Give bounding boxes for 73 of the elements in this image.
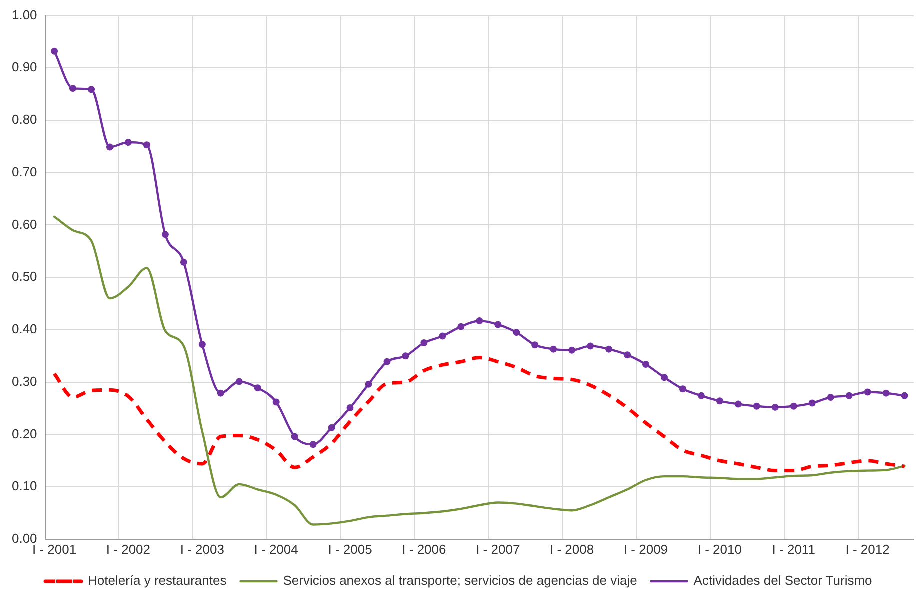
legend-label: Actividades del Sector Turismo bbox=[694, 573, 872, 588]
point bbox=[532, 342, 539, 349]
point bbox=[365, 380, 372, 388]
point bbox=[217, 390, 224, 397]
point bbox=[346, 404, 354, 412]
point bbox=[606, 346, 613, 353]
y-tick-label: 0.20 bbox=[12, 426, 38, 442]
legend-label: Hotelería y restaurantes bbox=[88, 573, 228, 588]
point bbox=[753, 402, 760, 410]
point bbox=[494, 321, 502, 328]
point bbox=[808, 400, 816, 407]
y-tick-label: 0.10 bbox=[12, 478, 38, 494]
x-tick-label: I - 2007 bbox=[476, 542, 520, 557]
point bbox=[143, 142, 150, 149]
point bbox=[846, 392, 853, 400]
point bbox=[328, 424, 336, 432]
legend-label: Servicios anexos al transporte; servicios de agencias de viaje bbox=[283, 573, 638, 588]
point bbox=[734, 400, 742, 408]
point bbox=[51, 48, 58, 55]
point bbox=[679, 386, 686, 393]
point bbox=[550, 346, 558, 353]
point bbox=[624, 352, 632, 359]
point bbox=[642, 361, 650, 368]
point bbox=[476, 318, 484, 325]
x-tick-label: I - 2004 bbox=[254, 542, 298, 557]
point bbox=[568, 346, 576, 354]
point bbox=[124, 139, 132, 146]
point bbox=[384, 358, 391, 366]
point bbox=[70, 85, 77, 92]
x-tick-label: I - 2005 bbox=[328, 542, 372, 557]
point bbox=[901, 392, 908, 400]
point bbox=[236, 378, 243, 386]
y-tick-label: 0.90 bbox=[12, 60, 38, 75]
point bbox=[864, 388, 872, 396]
point bbox=[827, 394, 834, 402]
x-tick-label: I - 2002 bbox=[106, 542, 151, 557]
point bbox=[402, 352, 410, 360]
point bbox=[716, 398, 724, 405]
point bbox=[513, 329, 520, 336]
point bbox=[587, 342, 594, 350]
point bbox=[420, 340, 428, 347]
point bbox=[254, 384, 262, 392]
x-tick-label: I - 2009 bbox=[624, 542, 668, 557]
point bbox=[180, 258, 188, 266]
x-tick-label: I - 2012 bbox=[846, 542, 890, 557]
y-tick-label: 0.30 bbox=[12, 374, 38, 389]
x-tick-label: I - 2010 bbox=[698, 542, 742, 557]
point bbox=[291, 433, 298, 440]
point bbox=[310, 441, 317, 448]
x-tick-label: I - 2011 bbox=[772, 542, 816, 557]
y-tick-label: 0.80 bbox=[12, 112, 38, 128]
y-tick-label: 0.70 bbox=[12, 164, 38, 180]
y-tick-label: 0.40 bbox=[12, 322, 38, 337]
point bbox=[660, 374, 668, 382]
y-tick-label: 0.60 bbox=[12, 216, 38, 232]
point bbox=[790, 402, 798, 410]
line-series bbox=[53, 216, 906, 526]
point bbox=[458, 323, 465, 330]
point bbox=[698, 392, 705, 400]
point bbox=[106, 144, 114, 151]
x-tick-label: I - 2008 bbox=[550, 542, 594, 557]
line-series bbox=[52, 356, 907, 473]
point bbox=[772, 404, 779, 411]
point bbox=[272, 398, 280, 406]
point bbox=[882, 390, 890, 397]
x-tick-label: I - 2003 bbox=[180, 542, 224, 557]
y-tick-label: 0.50 bbox=[12, 269, 38, 284]
point bbox=[439, 332, 446, 340]
point bbox=[162, 231, 169, 238]
point bbox=[198, 341, 206, 348]
point bbox=[88, 86, 96, 94]
y-tick-label: 1.00 bbox=[12, 7, 38, 22]
x-tick-label: I - 2006 bbox=[402, 542, 446, 557]
